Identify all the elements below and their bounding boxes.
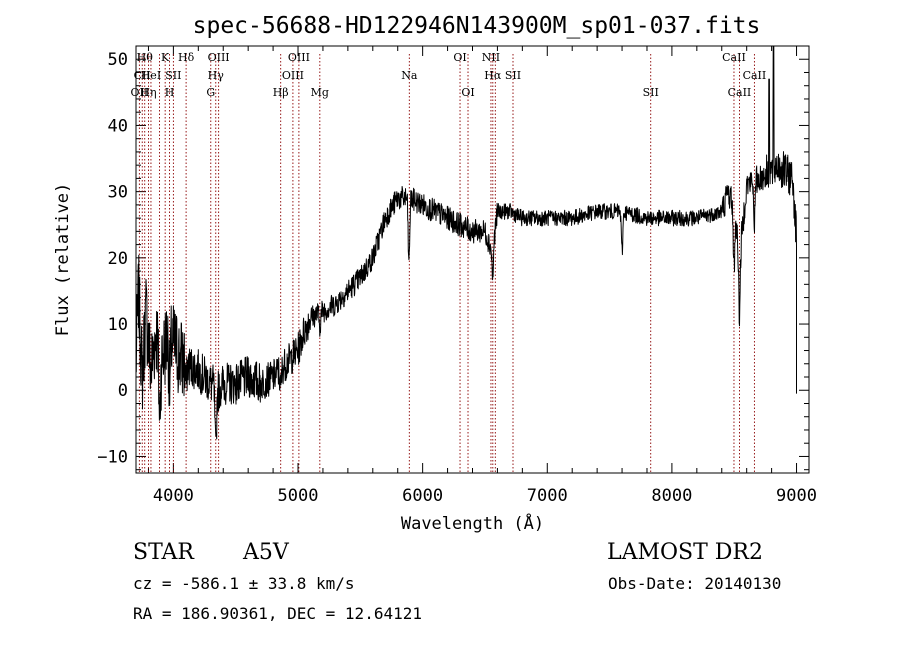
line-marker-label: Hη [140,86,156,99]
line-marker-label: OIII [208,51,230,64]
x-tick-label: 4000 [153,486,194,506]
line-marker-label: H [165,86,175,99]
line-marker-label: CaII [722,51,746,64]
line-marker-label: OIII [282,69,304,82]
x-tick-label: 7000 [527,486,568,506]
y-tick-label: −10 [97,447,128,467]
line-marker-label: Hθ [137,51,154,64]
line-marker-label: OIII [288,51,310,64]
y-tick-label: 30 [108,183,128,203]
line-marker-label: CII [134,69,151,82]
velocity-readout: cz = -586.1 ± 33.8 km/s [133,574,355,593]
line-marker-label: CaII [743,69,767,82]
x-tick-label: 5000 [278,486,319,506]
y-tick-label: 20 [108,249,128,269]
line-marker-label: K [161,51,170,64]
line-marker-label: NII [482,51,500,64]
x-tick-label: 9000 [776,486,817,506]
plot-frame [135,45,810,474]
line-marker-label: SII [505,69,521,82]
survey-name: LAMOST DR2 [607,540,763,565]
line-marker-label: Na [401,69,418,82]
line-marker-label: Hγ [208,69,225,82]
line-marker-label: SII [165,69,181,82]
line-marker-label: CaII [728,86,752,99]
line-marker-label: SII [643,86,659,99]
observation-date: Obs-Date: 20140130 [608,574,782,593]
line-marker-label: OI [453,51,466,64]
coordinates-readout: RA = 186.90361, DEC = 12.64121 [133,604,422,623]
line-marker-label: G [206,86,215,99]
x-axis-label: Wavelength (Å) [401,512,544,534]
y-axis-label: Flux (relative) [53,183,73,337]
chart-title: spec-56688-HD122946N143900M_sp01-037.fit… [193,13,761,39]
line-marker-label: Hβ [273,86,289,99]
object-class: STAR [133,540,194,565]
spectrum-line [135,45,797,440]
line-marker-label: Hα [484,69,502,82]
x-tick-label: 8000 [651,486,692,506]
y-tick-label: 50 [108,50,128,70]
y-tick-label: 10 [108,315,128,335]
line-marker-label: HeI [141,69,161,82]
line-marker-label: OI [461,86,474,99]
line-marker-label: OII [131,86,149,99]
line-marker-label: Hδ [178,51,195,64]
y-tick-label: 40 [108,116,128,136]
y-tick-label: 0 [118,381,128,401]
x-tick-label: 6000 [402,486,443,506]
object-subclass: A5V [243,540,289,565]
line-marker-label: Mg [311,86,329,99]
